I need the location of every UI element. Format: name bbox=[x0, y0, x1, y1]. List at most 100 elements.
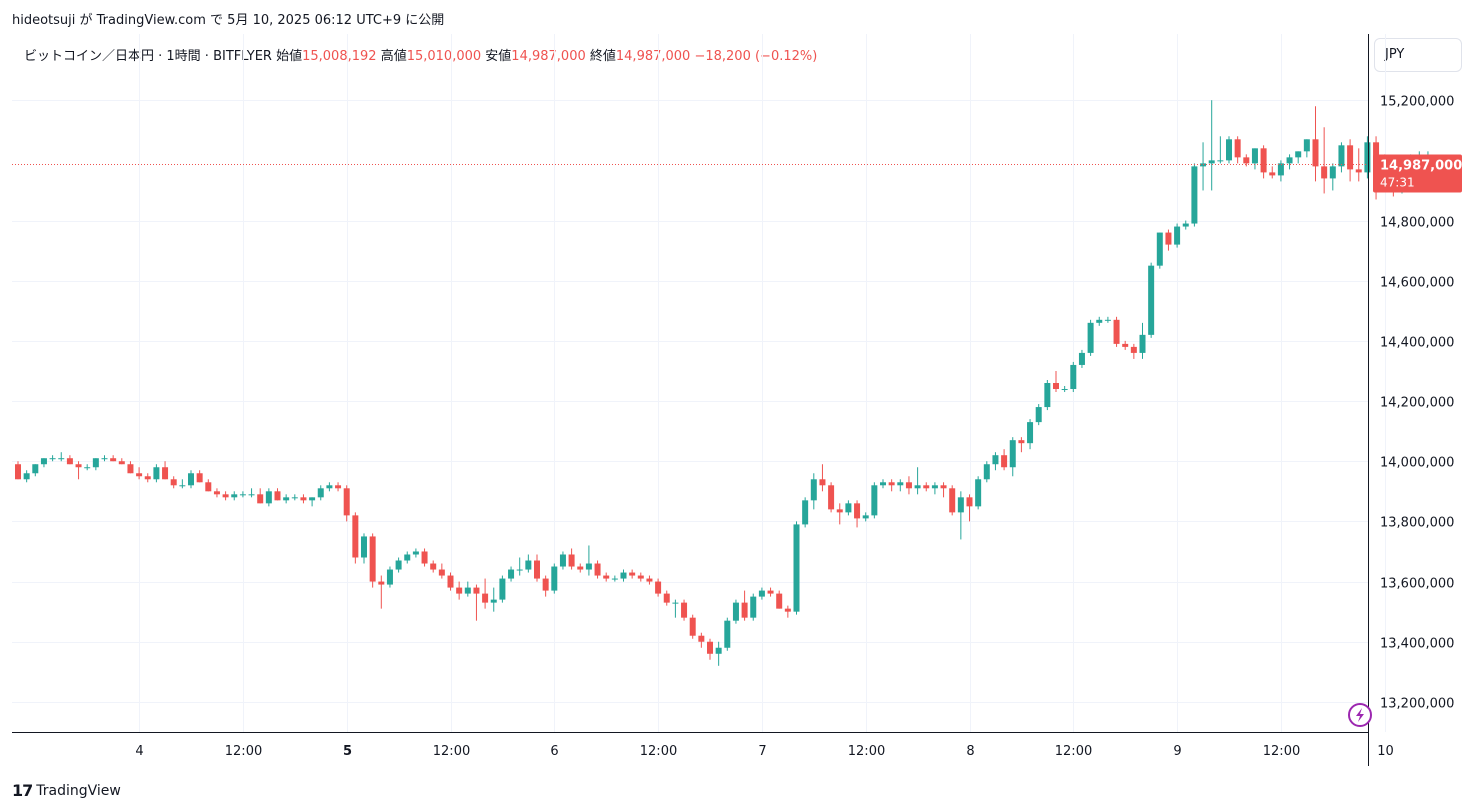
last-price-badge: 14,987,000 47:31 bbox=[1373, 154, 1462, 193]
candle bbox=[179, 479, 186, 489]
lightning-icon bbox=[1348, 703, 1372, 727]
x-tick-label: 7 bbox=[758, 744, 766, 759]
candle bbox=[1104, 316, 1111, 323]
candle bbox=[248, 488, 255, 498]
candle bbox=[1355, 148, 1362, 182]
candle bbox=[395, 557, 402, 573]
candles-layer bbox=[15, 100, 1440, 666]
candle bbox=[1433, 157, 1440, 165]
candle bbox=[1148, 262, 1155, 338]
candle bbox=[1286, 154, 1293, 170]
x-tick-label: 12:00 bbox=[1055, 744, 1092, 759]
candle bbox=[732, 599, 739, 624]
open-value: 15,008,192 bbox=[302, 49, 377, 64]
brand-name: TradingView bbox=[36, 782, 121, 799]
candle bbox=[897, 479, 904, 492]
candle bbox=[438, 563, 445, 579]
candle bbox=[534, 554, 540, 582]
candle bbox=[361, 533, 367, 564]
candle bbox=[23, 470, 30, 483]
candle bbox=[871, 482, 878, 519]
y-tick-label: 14,800,000 bbox=[1380, 216, 1454, 231]
x-tick-label: 5 bbox=[343, 744, 352, 759]
high-label: 高値 bbox=[380, 49, 407, 64]
candle bbox=[655, 578, 662, 597]
candle bbox=[378, 575, 385, 609]
y-tick-label: 14,200,000 bbox=[1380, 396, 1454, 411]
close-value: 14,987,000 bbox=[615, 49, 691, 64]
candle bbox=[309, 497, 316, 507]
candle bbox=[257, 488, 264, 504]
candle bbox=[1217, 136, 1224, 164]
last-price-text: 14,987,000 bbox=[1380, 159, 1462, 174]
y-tick-label: 15,200,000 bbox=[1380, 95, 1454, 110]
x-tick-label: 8 bbox=[966, 744, 974, 759]
candle bbox=[110, 455, 117, 462]
candle bbox=[404, 551, 411, 564]
candle bbox=[845, 500, 852, 516]
candle bbox=[274, 488, 281, 501]
candle bbox=[1303, 139, 1310, 158]
candle bbox=[603, 572, 610, 582]
candle bbox=[213, 488, 220, 498]
candle bbox=[1182, 220, 1189, 230]
candle bbox=[170, 476, 177, 489]
candle bbox=[1243, 154, 1250, 167]
candle bbox=[369, 533, 376, 588]
candle bbox=[914, 467, 921, 495]
tradingview-logo-icon: 17 bbox=[12, 781, 33, 800]
candle bbox=[499, 575, 506, 603]
candle bbox=[992, 452, 999, 471]
candle bbox=[542, 575, 549, 597]
candle bbox=[637, 572, 644, 582]
candle bbox=[1295, 151, 1302, 164]
candle bbox=[66, 455, 73, 465]
candle bbox=[15, 461, 21, 480]
candle bbox=[681, 599, 688, 621]
candle bbox=[1329, 163, 1336, 191]
x-tick-label: 10 bbox=[1377, 744, 1394, 759]
candle bbox=[1035, 404, 1042, 426]
candle bbox=[1381, 154, 1388, 182]
candle bbox=[1312, 106, 1319, 182]
candle bbox=[32, 464, 39, 477]
candle bbox=[153, 464, 160, 483]
y-tick-label: 13,200,000 bbox=[1380, 697, 1454, 712]
chart-legend: ビットコイン／日本円 · 1時間 · BITFLYER 始値15,008,192… bbox=[24, 45, 817, 64]
candle bbox=[1390, 169, 1397, 197]
candle bbox=[335, 482, 342, 492]
candle bbox=[1251, 148, 1258, 170]
y-tick-label: 14,600,000 bbox=[1380, 276, 1454, 291]
candle bbox=[412, 548, 419, 558]
candle bbox=[1277, 160, 1284, 182]
currency-button[interactable]: JPY bbox=[1374, 38, 1462, 72]
candle bbox=[84, 464, 91, 471]
candle bbox=[940, 482, 947, 498]
candle bbox=[101, 455, 108, 462]
candle bbox=[931, 482, 938, 495]
low-value: 14,987,000 bbox=[511, 49, 586, 64]
footer-brand[interactable]: 17 TradingView bbox=[12, 781, 121, 800]
time-axis: 4 12:00 5 12:00 6 12:00 7 12:00 8 12:00 9 12:00 10 bbox=[135, 744, 1393, 759]
candle bbox=[317, 485, 324, 501]
candle bbox=[1130, 343, 1137, 359]
candle bbox=[880, 479, 886, 489]
candle bbox=[862, 512, 869, 522]
open-label: 始値 bbox=[276, 49, 303, 64]
candle bbox=[283, 494, 290, 504]
candle bbox=[983, 461, 990, 483]
y-tick-label: 13,600,000 bbox=[1380, 577, 1454, 592]
symbol-label[interactable]: ビットコイン／日本円 · 1時間 · BITFLYER bbox=[24, 49, 272, 64]
candle bbox=[1078, 349, 1085, 368]
candle bbox=[750, 593, 757, 621]
candle bbox=[1407, 154, 1414, 170]
candle bbox=[629, 569, 636, 579]
candle bbox=[776, 590, 783, 609]
candle bbox=[291, 494, 298, 501]
change-value: −18,200 (−0.12%) bbox=[694, 49, 818, 64]
candle bbox=[1200, 142, 1207, 191]
candle bbox=[689, 614, 696, 639]
candle bbox=[508, 566, 515, 582]
candle bbox=[205, 479, 212, 492]
